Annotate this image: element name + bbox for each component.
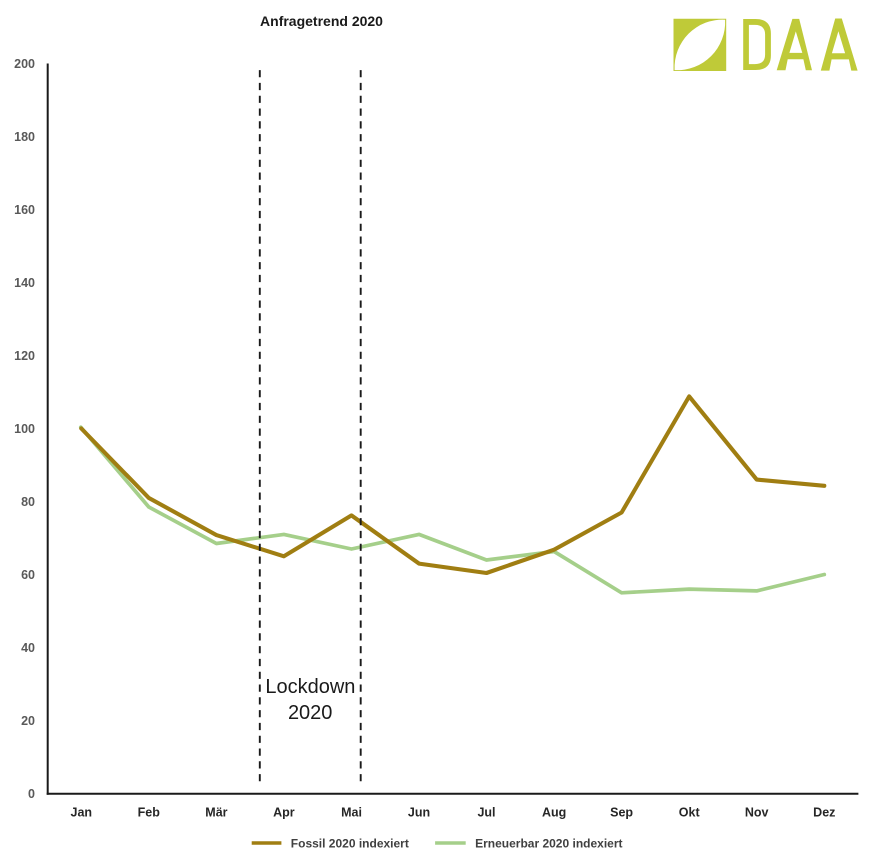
svg-text:60: 60 (21, 568, 35, 582)
svg-text:Lockdown: Lockdown (265, 676, 355, 698)
svg-text:100: 100 (14, 422, 35, 436)
svg-text:Jan: Jan (71, 806, 93, 820)
svg-text:80: 80 (21, 495, 35, 509)
svg-text:Mai: Mai (341, 806, 362, 820)
svg-text:Fossil 2020 indexiert: Fossil 2020 indexiert (291, 837, 409, 851)
svg-text:140: 140 (14, 276, 35, 290)
svg-text:Dez: Dez (813, 806, 835, 820)
svg-text:Okt: Okt (679, 806, 701, 820)
svg-text:200: 200 (14, 57, 35, 71)
svg-text:Erneuerbar 2020 indexiert: Erneuerbar 2020 indexiert (475, 837, 622, 851)
svg-text:40: 40 (21, 641, 35, 655)
svg-text:Jun: Jun (408, 806, 430, 820)
svg-text:120: 120 (14, 349, 35, 363)
svg-text:0: 0 (28, 787, 35, 801)
svg-text:2020: 2020 (288, 702, 333, 724)
svg-text:20: 20 (21, 714, 35, 728)
svg-text:Aug: Aug (542, 806, 566, 820)
svg-text:Nov: Nov (745, 806, 769, 820)
svg-text:180: 180 (14, 130, 35, 144)
svg-text:Feb: Feb (138, 806, 161, 820)
svg-text:Jul: Jul (477, 806, 495, 820)
svg-text:Apr: Apr (273, 806, 295, 820)
svg-text:Anfragetrend 2020: Anfragetrend 2020 (260, 13, 383, 29)
svg-text:160: 160 (14, 203, 35, 217)
svg-text:Sep: Sep (610, 806, 633, 820)
svg-text:Mär: Mär (205, 806, 227, 820)
